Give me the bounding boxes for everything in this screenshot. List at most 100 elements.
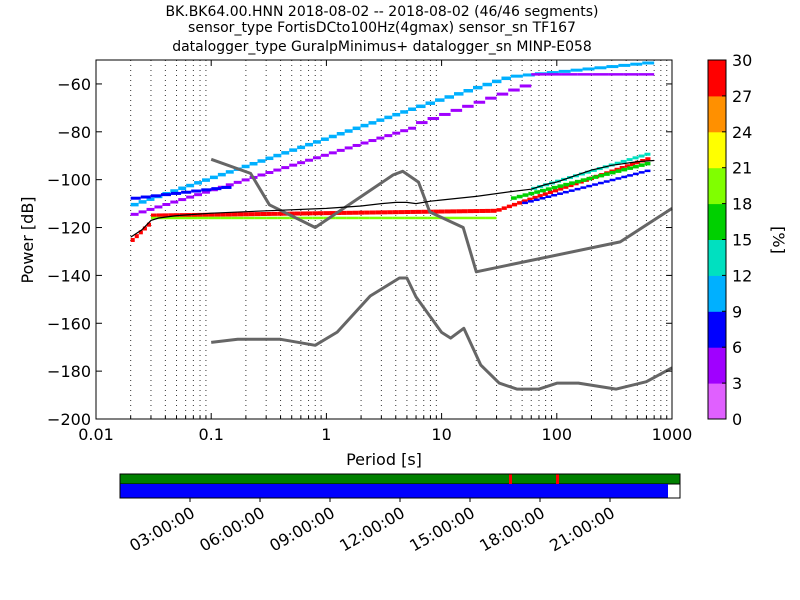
heatmap-cell [586, 176, 593, 181]
title-line-1: BK.BK64.00.HNN 2018-08-02 -- 2018-08-02 … [165, 4, 598, 20]
heatmap-cell [130, 196, 141, 200]
heatmap-cell [369, 210, 376, 215]
plot-frame [95, 59, 673, 420]
colorbar-segment [708, 377, 726, 384]
heatmap-cell [381, 210, 388, 215]
colorbar-segment [708, 293, 726, 300]
colorbar-segment [708, 125, 726, 133]
heatmap-cell [140, 195, 151, 199]
colorbar-segment [708, 329, 726, 336]
x-axis-label: Period [s] [346, 450, 422, 469]
heatmap-cell [260, 212, 267, 217]
heatmap-cell [254, 212, 261, 217]
heatmap-cell [454, 92, 464, 96]
heatmap-cell [557, 184, 564, 188]
heatmap-cell [384, 134, 393, 138]
heatmap-cell [618, 63, 631, 67]
heatmap-cell [578, 172, 585, 176]
heatmap-cell [415, 216, 428, 220]
heatmap-cell [320, 137, 329, 141]
heatmap-cell [462, 104, 474, 108]
timeline-tick-label: 21:00:00 [546, 503, 618, 555]
x-tick-label: 100 [542, 425, 573, 444]
heatmap-cell [473, 216, 486, 220]
noise-models [210, 157, 673, 391]
heatmap-cell [376, 118, 385, 122]
heatmap-cell [381, 216, 393, 220]
heatmap-cell [511, 202, 518, 207]
heatmap-cell [632, 156, 639, 160]
heatmap-cell [427, 216, 439, 220]
heatmap-cell [433, 209, 439, 214]
heatmap-cell [214, 212, 221, 217]
heatmap-cell [336, 148, 345, 152]
colorbar-segment [708, 143, 726, 151]
heatmap-cell [584, 170, 591, 174]
heatmap-cell [168, 213, 175, 218]
heatmap-cell [360, 141, 369, 145]
heatmap-cell [312, 156, 321, 160]
heatmap-cell [603, 172, 610, 176]
heatmap-cell [506, 204, 512, 209]
heatmap-cell [344, 146, 353, 150]
heatmap-cell [186, 195, 195, 199]
y-tick-label: −160 [47, 314, 91, 333]
heatmap-cell [621, 175, 628, 179]
heatmap-cell [384, 115, 393, 120]
heatmap-cell [542, 192, 548, 196]
heatmap-cell [400, 129, 409, 133]
heatmap-cell [312, 211, 319, 216]
colorbar-segment [708, 167, 726, 175]
colorbar-tick-label: 15 [732, 231, 752, 250]
colorbar-segment [708, 395, 726, 402]
heatmap-cell [289, 211, 295, 216]
heatmap-cell [479, 208, 486, 213]
plot-background [96, 60, 672, 419]
heatmap-cell [570, 68, 583, 72]
heatmap-cell [171, 191, 182, 195]
heatmap-cell [508, 88, 520, 92]
colorbar-segment [708, 155, 726, 163]
heatmap-cell [130, 202, 139, 207]
heatmap-cell [627, 166, 634, 170]
heatmap-cell [352, 210, 359, 215]
colorbar-tick-label: 3 [732, 374, 742, 393]
heatmap-cell [277, 211, 284, 216]
heatmap-cell [638, 163, 645, 167]
heatmap-cell [138, 210, 147, 214]
heatmap-cell [592, 183, 598, 186]
heatmap-cell [352, 126, 361, 131]
heatmap-cell [532, 195, 538, 200]
heatmap-cell [392, 112, 401, 117]
heatmap-cell [527, 197, 533, 202]
heatmap-cell [485, 96, 497, 100]
colorbar-segment [708, 197, 726, 205]
heatmap-cell [297, 145, 306, 150]
heatmap-cell [586, 184, 593, 188]
heatmap-cell [156, 213, 163, 218]
colorbar-segment [708, 60, 726, 67]
heatmap-cell [211, 187, 222, 191]
colorbar-segment [708, 323, 726, 330]
heatmap-cell [467, 209, 474, 214]
heatmap-cell [312, 140, 321, 144]
heatmap-cell [217, 172, 226, 177]
heatmap-cell [609, 178, 616, 182]
heatmap-cell [181, 190, 192, 194]
heatmap-cell [519, 84, 532, 88]
timeline-tick-label: 18:00:00 [476, 503, 548, 555]
heatmap-cell [537, 194, 543, 198]
y-axis-ticks: −200 −180 −160 −140 −120 −100 −80 −60 [47, 75, 672, 429]
heatmap-cell [294, 211, 301, 216]
heatmap-cell [462, 216, 474, 220]
heatmap-cell [615, 177, 622, 180]
heatmap-cell [416, 121, 428, 125]
heatmap-cell [170, 189, 179, 193]
heatmap-cell [404, 210, 411, 215]
heatmap-cell [590, 168, 597, 172]
heatmap-cell [300, 216, 313, 220]
mean-curve [130, 159, 655, 238]
heatmap-cell [138, 200, 147, 204]
heatmap-cell [344, 129, 353, 133]
heatmap-cell [545, 195, 552, 198]
